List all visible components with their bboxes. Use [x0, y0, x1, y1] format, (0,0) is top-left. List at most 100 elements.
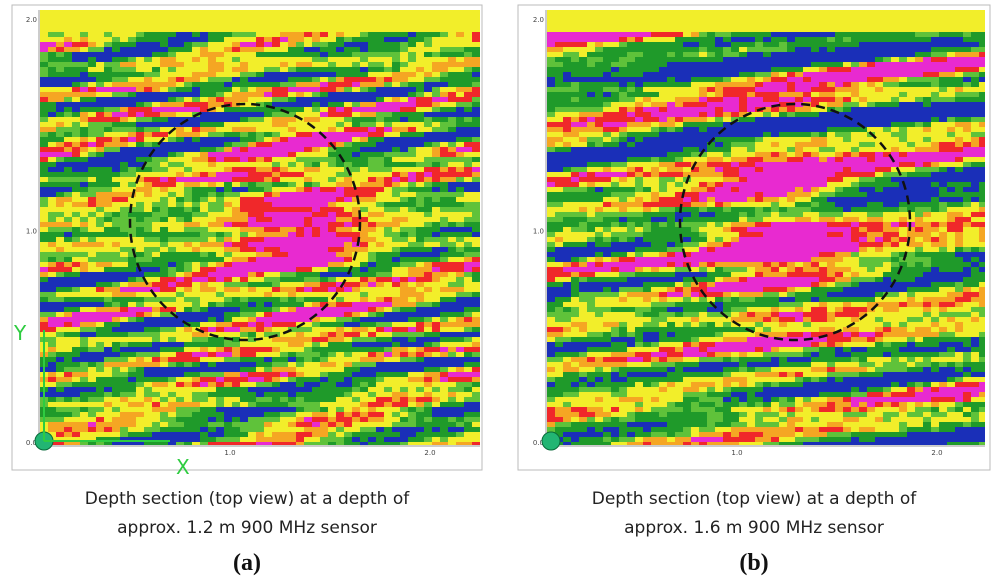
scan-cell — [128, 272, 136, 277]
scan-cell — [392, 307, 400, 312]
scan-cell — [64, 32, 72, 37]
scan-cell — [400, 107, 408, 112]
scan-cell — [464, 402, 472, 407]
scan-cell — [739, 42, 747, 47]
scan-cell — [104, 92, 112, 97]
scan-cell — [416, 167, 424, 172]
scan-cell — [456, 107, 464, 112]
scan-cell — [192, 32, 200, 37]
scan-cell — [368, 127, 376, 132]
scan-cell — [208, 302, 216, 307]
scan-cell — [112, 397, 120, 402]
scan-cell — [368, 312, 376, 317]
scan-cell — [168, 122, 176, 127]
scan-cell — [176, 437, 184, 442]
scan-cell — [603, 42, 611, 47]
scan-cell — [272, 177, 280, 182]
scan-cell — [963, 62, 971, 67]
scan-cell — [555, 57, 563, 62]
scan-cell — [555, 32, 563, 37]
scan-cell — [192, 377, 200, 382]
scan-cell — [392, 207, 400, 212]
scan-cell — [360, 242, 368, 247]
scan-cell — [432, 407, 440, 412]
scan-cell — [272, 322, 280, 327]
scan-cell — [344, 392, 352, 397]
scan-cell — [432, 302, 440, 307]
scan-cell — [416, 247, 424, 252]
scan-cell — [256, 182, 264, 187]
scan-cell — [224, 222, 232, 227]
scan-cell — [240, 57, 248, 62]
scan-cell — [264, 142, 272, 147]
scan-cell — [296, 317, 304, 322]
scan-cell — [376, 157, 384, 162]
scan-cell — [240, 352, 248, 357]
scan-cell — [48, 412, 56, 417]
scan-cell — [472, 392, 480, 397]
scan-cell — [619, 47, 627, 52]
scan-cell — [456, 77, 464, 82]
scan-cell — [336, 357, 344, 362]
scan-cell — [56, 52, 64, 57]
scan-cell — [424, 327, 432, 332]
scan-cell — [48, 272, 56, 277]
scan-cell — [384, 232, 392, 237]
scan-cell — [264, 47, 272, 52]
scan-cell — [392, 197, 400, 202]
scan-cell — [352, 147, 360, 152]
scan-cell — [448, 202, 456, 207]
scan-cell — [216, 67, 224, 72]
scan-cell — [368, 167, 376, 172]
scan-cell — [392, 47, 400, 52]
scan-cell — [376, 387, 384, 392]
scan-cell — [280, 317, 288, 322]
scan-cell — [136, 67, 144, 72]
scan-cell — [88, 397, 96, 402]
scan-cell — [96, 217, 104, 222]
scan-cell — [200, 247, 208, 252]
scan-cell — [368, 422, 376, 427]
scan-cell — [304, 387, 312, 392]
scan-cell — [280, 367, 288, 372]
scan-cell — [88, 182, 96, 187]
scan-cell — [416, 237, 424, 242]
scan-cell — [136, 397, 144, 402]
scan-cell — [392, 437, 400, 442]
scan-cell — [224, 282, 232, 287]
scan-cell — [80, 177, 88, 182]
scan-cell — [160, 317, 168, 322]
scan-cell — [192, 337, 200, 342]
scan-cell — [368, 142, 376, 147]
scan-cell — [400, 82, 408, 87]
scan-cell — [931, 32, 939, 37]
scan-cell — [352, 377, 360, 382]
scan-cell — [891, 52, 899, 57]
scan-cell — [208, 437, 216, 442]
scan-cell — [456, 197, 464, 202]
scan-cell — [392, 332, 400, 337]
scan-cell — [168, 37, 176, 42]
scan-cell — [360, 207, 368, 212]
scan-cell — [216, 372, 224, 377]
scan-cell — [40, 297, 48, 302]
scan-cell — [424, 382, 432, 387]
scan-cell — [432, 172, 440, 177]
scan-cell — [144, 127, 152, 132]
scan-cell — [392, 42, 400, 47]
scan-cell — [112, 427, 120, 432]
scan-cell — [408, 417, 416, 422]
scan-cell — [328, 232, 336, 237]
scan-cell — [320, 427, 328, 432]
scan-cell — [304, 292, 312, 297]
scan-cell — [112, 232, 120, 237]
scan-cell — [859, 57, 867, 62]
scan-cell — [408, 362, 416, 367]
scan-cell — [424, 237, 432, 242]
scan-cell — [192, 277, 200, 282]
scan-cell — [80, 192, 88, 197]
scan-cell — [320, 317, 328, 322]
scan-cell — [376, 217, 384, 222]
scan-cell — [208, 377, 216, 382]
scan-cell — [104, 217, 112, 222]
